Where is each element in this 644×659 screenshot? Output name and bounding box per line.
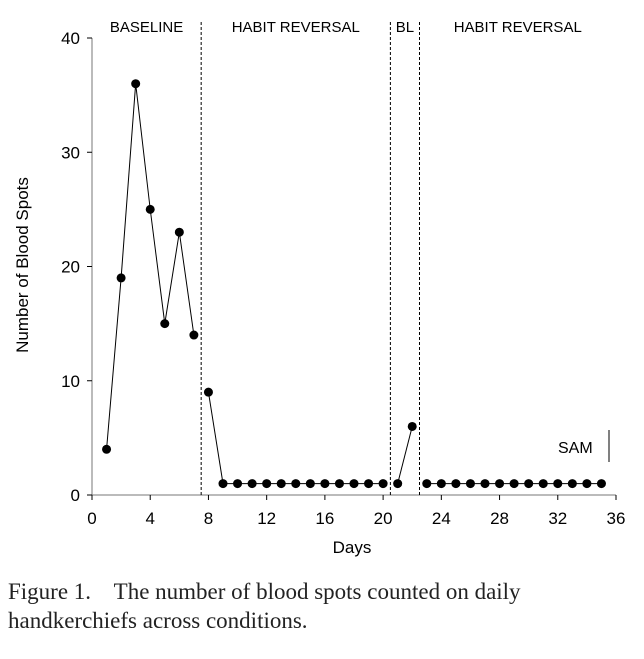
data-point-day-14 — [291, 479, 301, 489]
x-tick-label-36: 36 — [607, 509, 626, 528]
data-point-day-8 — [203, 387, 213, 397]
data-point-day-2 — [116, 273, 126, 283]
x-tick-label-0: 0 — [87, 509, 96, 528]
x-tick-label-24: 24 — [432, 509, 451, 528]
data-point-day-31 — [538, 479, 548, 489]
phase-label-1: HABIT REVERSAL — [232, 19, 360, 36]
data-point-day-32 — [553, 479, 563, 489]
phase-labels: BASELINE HABIT REVERSAL BL HABIT REVERSAL — [110, 19, 582, 36]
data-point-day-19 — [364, 479, 374, 489]
figure-caption: Figure 1. The number of blood spots coun… — [8, 577, 638, 635]
data-point-day-9 — [218, 479, 228, 489]
series-line-segment-2 — [397, 426, 413, 484]
phase-label-3: HABIT REVERSAL — [454, 19, 582, 36]
series-line-segment-1 — [207, 392, 384, 485]
data-series — [102, 79, 606, 489]
x-tick-label-12: 12 — [257, 509, 276, 528]
caption-label: Figure 1. — [8, 579, 92, 604]
y-axis-label: Number of Blood Spots — [13, 177, 32, 353]
data-point-day-28 — [495, 479, 505, 489]
y-tick-label-30: 30 — [61, 143, 80, 162]
data-point-day-25 — [451, 479, 461, 489]
tick-labels: 0 10 20 30 40 0 4 8 12 16 20 24 28 32 36 — [61, 29, 625, 528]
x-tick-label-28: 28 — [490, 509, 509, 528]
y-tick-label-0: 0 — [71, 486, 80, 505]
phase-label-2: BL — [396, 19, 414, 36]
data-point-day-29 — [509, 479, 519, 489]
data-point-day-16 — [320, 479, 330, 489]
data-point-day-6 — [174, 227, 184, 237]
data-point-day-5 — [160, 319, 170, 329]
data-point-day-15 — [305, 479, 315, 489]
data-point-day-11 — [247, 479, 257, 489]
data-point-day-20 — [378, 479, 388, 489]
data-point-day-27 — [480, 479, 490, 489]
data-point-day-34 — [582, 479, 592, 489]
x-axis-label: Days — [333, 538, 372, 557]
data-point-day-24 — [436, 479, 446, 489]
y-tick-label-10: 10 — [61, 372, 80, 391]
y-tick-label-40: 40 — [61, 29, 80, 48]
x-tick-label-4: 4 — [145, 509, 154, 528]
y-tick-label-20: 20 — [61, 258, 80, 277]
data-point-day-1 — [102, 444, 112, 454]
data-point-day-7 — [189, 330, 199, 340]
x-tick-label-32: 32 — [548, 509, 567, 528]
x-tick-label-16: 16 — [315, 509, 334, 528]
data-point-day-10 — [233, 479, 243, 489]
series-line-segment-0 — [106, 83, 195, 450]
data-point-day-13 — [276, 479, 286, 489]
data-point-day-26 — [465, 479, 475, 489]
data-point-day-35 — [596, 479, 606, 489]
chart: BASELINE HABIT REVERSAL BL HABIT REVERSAL 0… — [13, 19, 625, 557]
phase-change-lines — [200, 22, 420, 495]
x-tick-label-8: 8 — [204, 509, 213, 528]
x-tick-label-20: 20 — [374, 509, 393, 528]
caption-text: The number of blood spots counted on dai… — [8, 579, 521, 633]
data-point-day-23 — [422, 479, 432, 489]
data-point-day-12 — [262, 479, 272, 489]
data-point-day-4 — [145, 204, 155, 214]
sam-annotation: SAM — [558, 440, 593, 457]
axes — [87, 37, 617, 500]
data-point-day-3 — [131, 79, 141, 89]
data-point-day-33 — [567, 479, 577, 489]
phase-label-0: BASELINE — [110, 19, 183, 36]
data-point-day-21 — [393, 479, 403, 489]
data-point-day-22 — [407, 421, 417, 431]
data-point-day-18 — [349, 479, 359, 489]
data-point-day-17 — [334, 479, 344, 489]
data-point-day-30 — [524, 479, 534, 489]
